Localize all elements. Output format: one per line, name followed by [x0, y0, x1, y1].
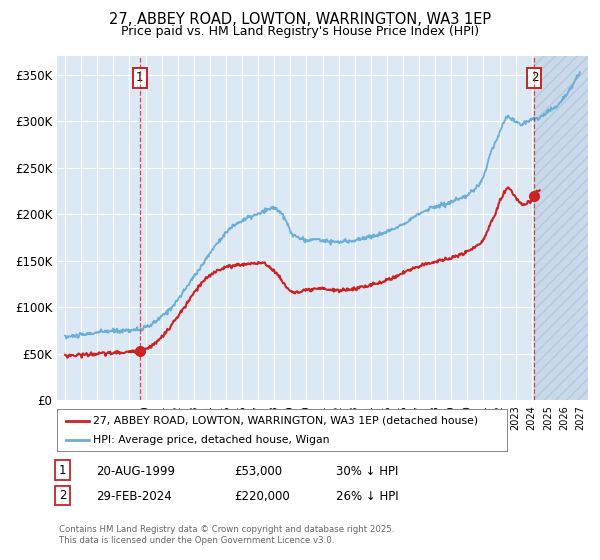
Text: 2: 2 — [59, 489, 67, 502]
Text: 2: 2 — [530, 72, 538, 85]
Text: 27, ABBEY ROAD, LOWTON, WARRINGTON, WA3 1EP (detached house): 27, ABBEY ROAD, LOWTON, WARRINGTON, WA3 … — [93, 416, 478, 426]
Text: 20-AUG-1999: 20-AUG-1999 — [96, 465, 175, 478]
Text: 26% ↓ HPI: 26% ↓ HPI — [336, 490, 398, 503]
Text: 30% ↓ HPI: 30% ↓ HPI — [336, 465, 398, 478]
Text: Contains HM Land Registry data © Crown copyright and database right 2025.
This d: Contains HM Land Registry data © Crown c… — [59, 525, 394, 545]
Text: 27, ABBEY ROAD, LOWTON, WARRINGTON, WA3 1EP: 27, ABBEY ROAD, LOWTON, WARRINGTON, WA3 … — [109, 12, 491, 27]
Text: £220,000: £220,000 — [234, 490, 290, 503]
Text: 29-FEB-2024: 29-FEB-2024 — [96, 490, 172, 503]
Text: 1: 1 — [59, 464, 67, 477]
Bar — [535, 56, 588, 400]
Text: £53,000: £53,000 — [234, 465, 282, 478]
Text: 1: 1 — [136, 72, 143, 85]
Text: Price paid vs. HM Land Registry's House Price Index (HPI): Price paid vs. HM Land Registry's House … — [121, 25, 479, 38]
Text: HPI: Average price, detached house, Wigan: HPI: Average price, detached house, Wiga… — [93, 435, 329, 445]
